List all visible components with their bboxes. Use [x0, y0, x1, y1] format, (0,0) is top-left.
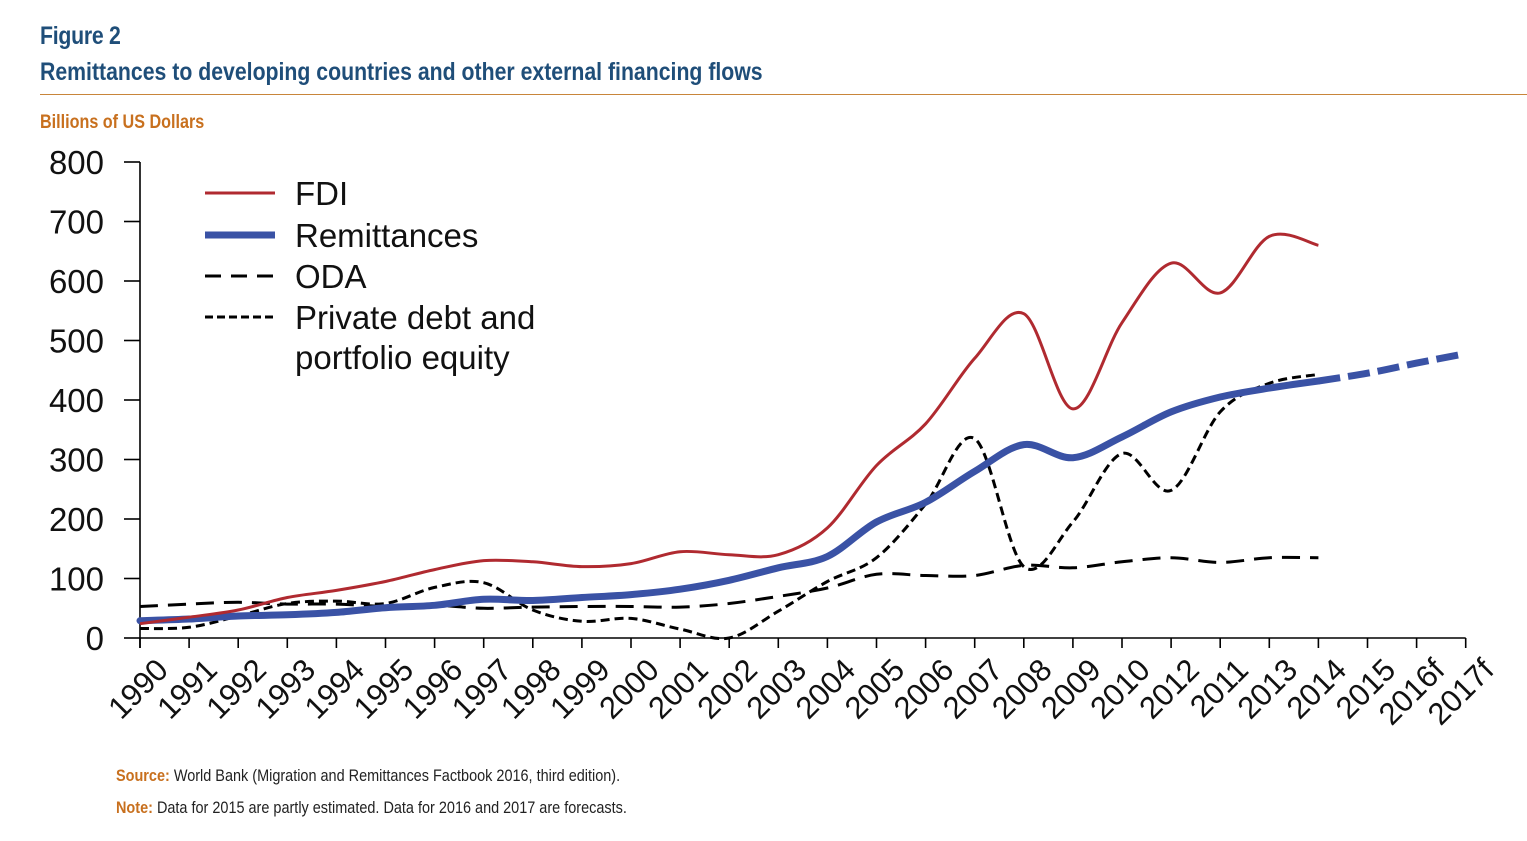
legend-label-oda: ODA: [295, 258, 367, 295]
source-note: Source: World Bank (Migration and Remitt…: [116, 766, 620, 786]
y-tick-label: 100: [49, 561, 104, 598]
series-line-fdi: [139, 232, 1319, 626]
series-line-remittances: [136, 377, 1322, 625]
legend-label-fdi: FDI: [295, 175, 348, 212]
y-tick-label: 300: [49, 442, 104, 479]
y-axis-units-label: Billions of US Dollars: [40, 112, 205, 133]
y-tick-label: 700: [49, 204, 104, 241]
note-key: Note:: [116, 798, 153, 817]
y-tick-label: 500: [49, 323, 104, 360]
title-divider: [40, 94, 1527, 95]
y-tick-label: 400: [49, 382, 104, 419]
legend-label-private-debt-and-portfolio-equity: portfolio equity: [295, 339, 510, 376]
series-line-remittances-forecast: [1317, 350, 1467, 385]
chart-series: [136, 232, 1467, 641]
y-tick-label: 0: [86, 620, 104, 657]
note-text: Data for 2015 are partly estimated. Data…: [152, 798, 627, 817]
legend-label-remittances: Remittances: [295, 217, 478, 254]
source-text: World Bank (Migration and Remittances Fa…: [169, 766, 621, 785]
legend-label-private-debt-and-portfolio-equity: Private debt and: [295, 299, 535, 336]
data-note: Note: Data for 2015 are partly estimated…: [116, 798, 627, 818]
series-line-oda: [139, 555, 1319, 610]
source-key: Source:: [116, 766, 170, 785]
series-line-private-debt-and-portfolio-equity: [139, 372, 1319, 641]
figure-label: Figure 2: [40, 22, 121, 50]
y-tick-label: 600: [49, 263, 104, 300]
chart-legend: FDI Remittances ODA Private debt andportfol…: [205, 175, 535, 376]
figure-title: Remittances to developing countries and …: [40, 58, 763, 86]
y-tick-label: 800: [49, 144, 104, 181]
y-tick-label: 200: [49, 501, 104, 538]
